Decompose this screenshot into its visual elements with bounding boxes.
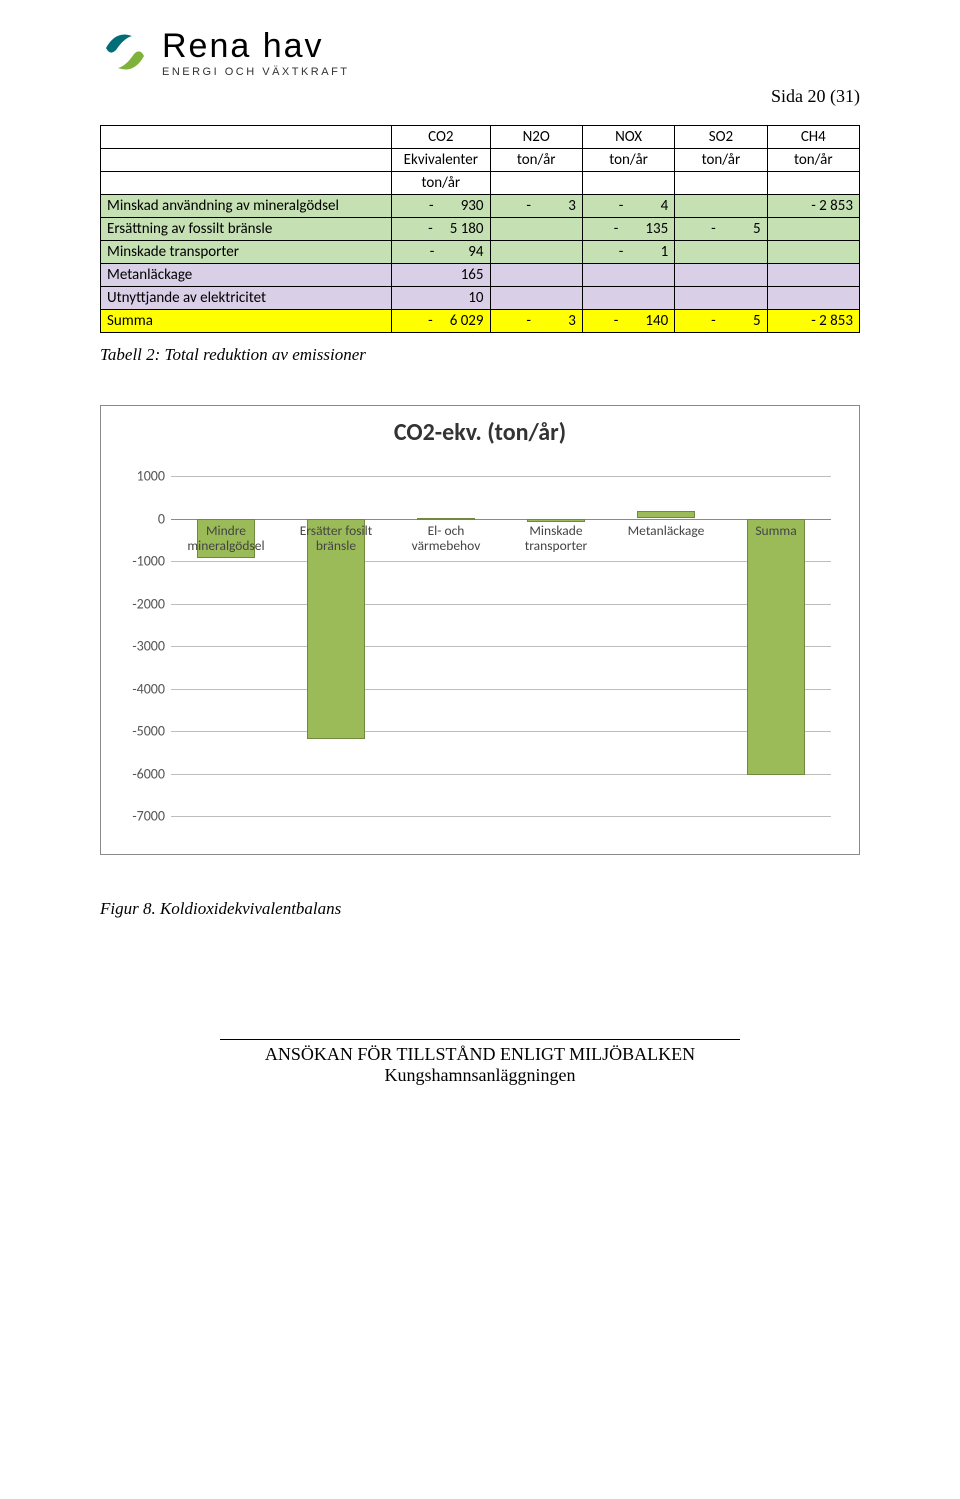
logo: Rena hav ENERGI OCH VÄXTKRAFT [100,26,860,78]
x-tick-label: Summa [718,523,834,539]
footer-line-1: ANSÖKAN FÖR TILLSTÅND ENLIGT MILJÖBALKEN [220,1044,740,1065]
col-co2: CO2 [392,126,490,149]
gridline [171,476,831,477]
x-tick-label: Mindremineralgödsel [168,523,284,554]
co2-chart: CO2-ekv. (ton/år) 10000-1000-2000-3000-4… [100,405,860,855]
footer: ANSÖKAN FÖR TILLSTÅND ENLIGT MILJÖBALKEN… [220,1039,740,1086]
table-caption: Tabell 2: Total reduktion av emissioner [100,345,860,365]
y-tick-label: 0 [158,510,165,527]
gridline [171,646,831,647]
x-tick-label: Minskadetransporter [498,523,614,554]
col-so2: SO2 [675,126,767,149]
y-tick-label: -2000 [132,595,165,612]
col-nox: NOX [582,126,674,149]
figure-caption: Figur 8. Koldioxidekvivalentbalans [100,899,860,919]
col-ch4: CH4 [767,126,859,149]
table-row: Metanläckage165 [101,264,860,287]
gridline [171,689,831,690]
y-tick-label: -6000 [132,765,165,782]
table-row: Summa- 6 029- 3- 140- 5- 2 853 [101,310,860,333]
table-row: Minskade transporter- 94- 1 [101,241,860,264]
gridline [171,561,831,562]
bar [747,519,804,775]
footer-line-2: Kungshamnsanläggningen [220,1065,740,1086]
y-tick-label: -3000 [132,638,165,655]
y-tick-label: -4000 [132,680,165,697]
logo-icon [100,26,152,78]
y-tick-label: 1000 [137,468,165,485]
logo-subtitle: ENERGI OCH VÄXTKRAFT [162,66,350,78]
gridline [171,774,831,775]
table-row: Ersättning av fossilt bränsle- 5 180- 13… [101,218,860,241]
emissions-table: CO2 N2O NOX SO2 CH4 Ekvivalenter ton/år … [100,125,860,333]
bar [637,511,694,518]
logo-title: Rena hav [162,27,350,66]
y-tick-label: -1000 [132,553,165,570]
gridline [171,604,831,605]
x-tick-label: Ersätter fosiltbränsle [278,523,394,554]
y-tick-label: -5000 [132,723,165,740]
col-n2o: N2O [490,126,582,149]
gridline [171,816,831,817]
y-tick-label: -7000 [132,808,165,825]
table-row: Utnyttjande av elektricitet10 [101,287,860,310]
x-tick-label: El- ochvärmebehov [388,523,504,554]
x-tick-label: Metanläckage [608,523,724,539]
page-number: Sida 20 (31) [100,86,860,107]
chart-plot: 10000-1000-2000-3000-4000-5000-6000-7000… [171,476,831,816]
zero-axis [171,519,831,520]
chart-title: CO2-ekv. (ton/år) [101,418,859,447]
table-row: Minskad användning av mineralgödsel- 930… [101,195,860,218]
bar [417,518,474,520]
gridline [171,731,831,732]
